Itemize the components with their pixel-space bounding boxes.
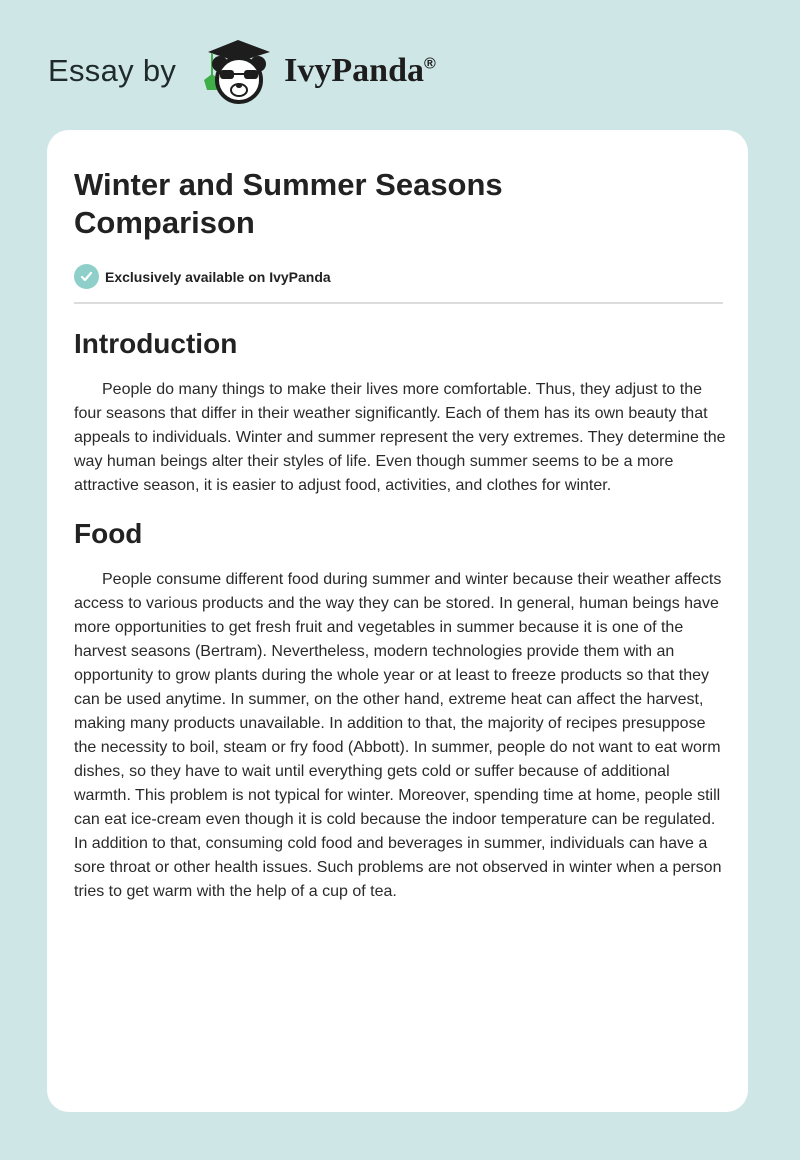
registered-mark: ® [424,55,436,73]
exclusive-badge: Exclusively available on IvyPanda [74,264,331,289]
section-paragraph-food: People consume different food during sum… [74,571,722,900]
divider [74,302,723,304]
ivypanda-logo-icon[interactable] [194,36,280,106]
badge-text: Exclusively available on IvyPanda [105,268,331,285]
brand-text: IvyPanda [284,52,424,89]
essay-card: Winter and Summer Seasons Comparison Exc… [47,130,748,1112]
essay-content: Introduction People do many things to ma… [74,322,726,918]
section-heading-food: Food [74,518,143,549]
section-heading-introduction: Introduction [74,328,238,359]
brand-name[interactable]: IvyPanda® [284,52,436,90]
essay-by-label: Essay by [48,53,177,88]
check-icon [74,264,99,289]
page-title: Winter and Summer Seasons Comparison [74,167,503,240]
site-header: Essay by IvyPanda® [48,36,436,106]
section-paragraph-introduction: People do many things to make their live… [74,381,726,494]
